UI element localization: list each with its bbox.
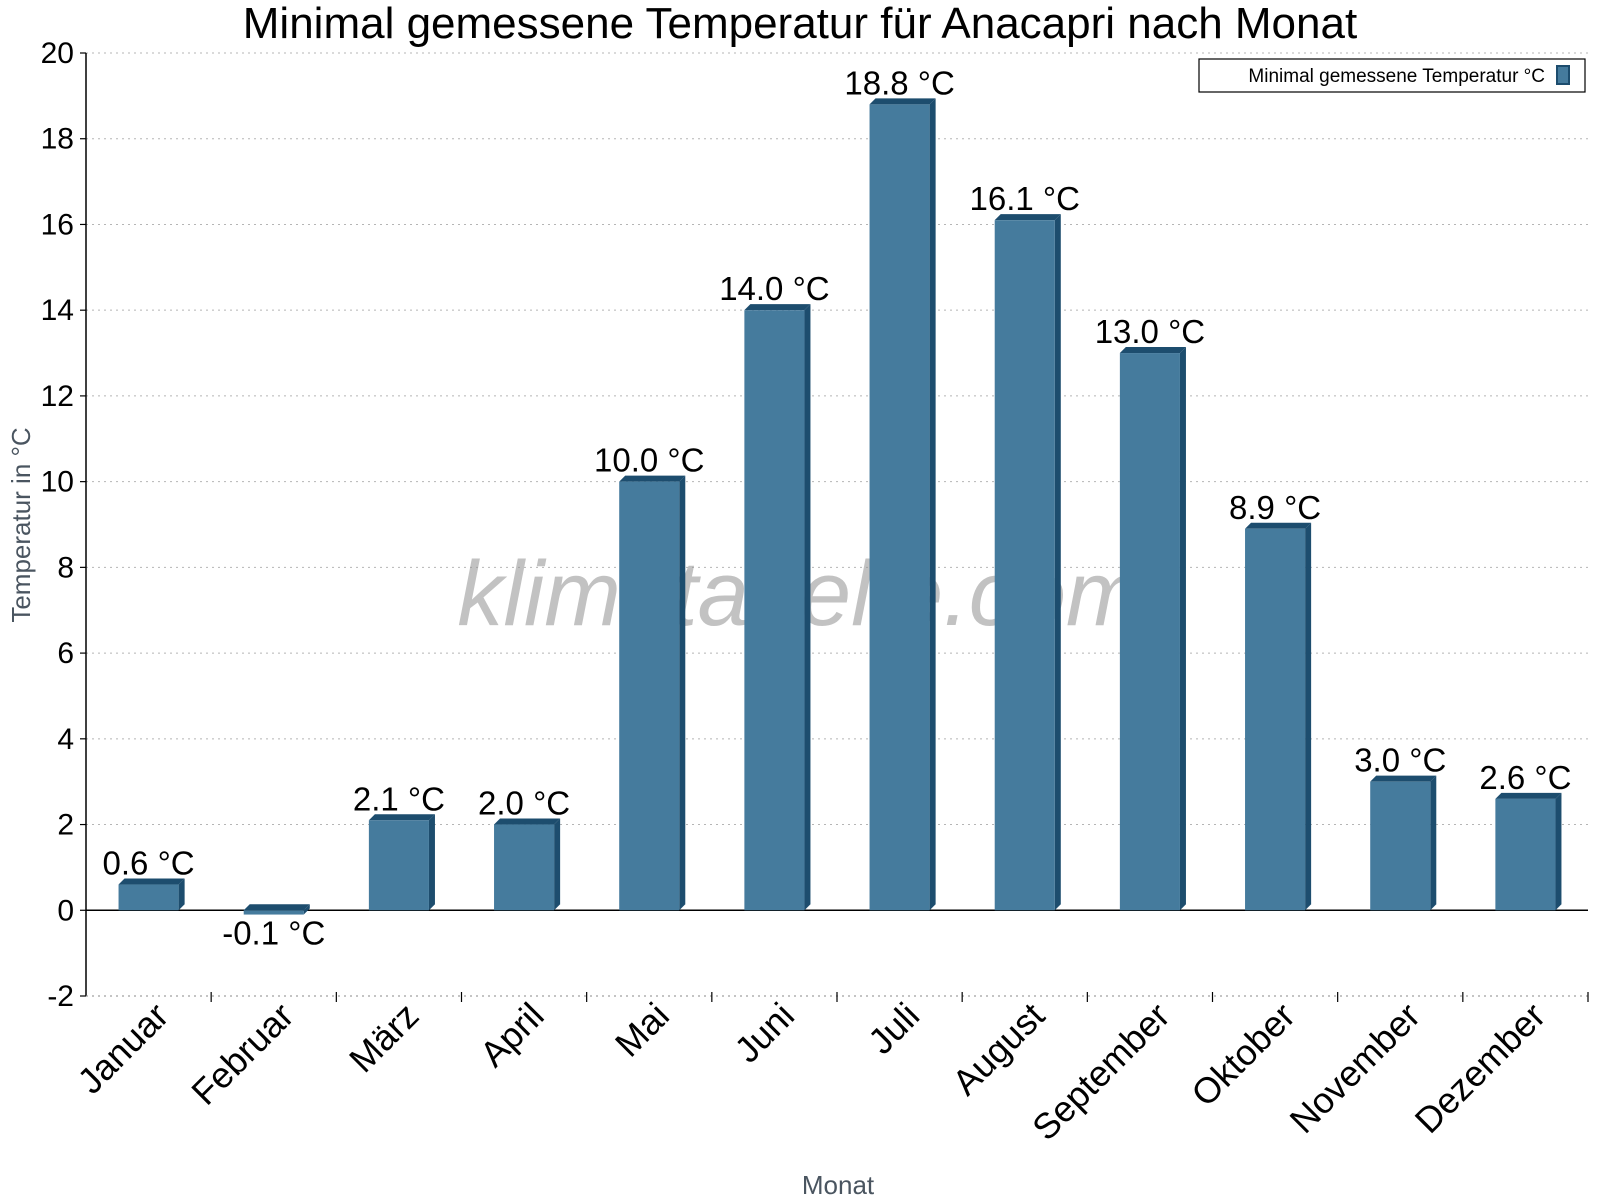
- bar-front: [368, 820, 429, 911]
- bar-februar: [243, 904, 310, 915]
- x-tick-label-november: November: [1281, 995, 1427, 1141]
- bar-side: [804, 304, 811, 911]
- bar-side: [929, 98, 936, 911]
- chart-title: Minimal gemessene Temperatur für Anacapr…: [243, 0, 1357, 48]
- bar-april: [494, 818, 561, 911]
- x-axis-label: Monat: [802, 1170, 875, 1200]
- bar-top: [368, 814, 435, 821]
- data-label-januar: 0.6 °C: [103, 845, 195, 882]
- x-tick-label-juli: Juli: [860, 995, 927, 1062]
- bar-top: [118, 878, 185, 885]
- bar-front: [118, 884, 179, 911]
- y-tick-label: 18: [41, 123, 74, 156]
- bar-side: [679, 475, 686, 911]
- bar-top: [619, 475, 686, 482]
- bar-side: [428, 814, 435, 911]
- bar-top: [494, 818, 561, 825]
- bar-top: [1245, 522, 1312, 529]
- bar-side: [178, 878, 185, 911]
- legend-entry-label: Minimal gemessene Temperatur °C: [1248, 66, 1545, 87]
- bar-top: [744, 304, 811, 311]
- bar-top: [1495, 792, 1562, 799]
- bar-top: [1119, 347, 1186, 354]
- bar-front: [619, 481, 680, 911]
- y-tick-label: 10: [41, 466, 74, 499]
- bar-front: [243, 910, 304, 915]
- x-tick-label-april: April: [472, 995, 552, 1075]
- bar-top: [1370, 775, 1437, 782]
- y-tick-label: 12: [41, 380, 74, 413]
- legend-box: [1198, 58, 1586, 93]
- data-label-dezember: 2.6 °C: [1479, 759, 1571, 796]
- bar-front: [744, 310, 805, 911]
- bar-side: [554, 818, 561, 911]
- y-tick-label: 2: [57, 809, 74, 842]
- legend-swatch: [1556, 65, 1570, 85]
- bar-mai: [619, 475, 686, 911]
- x-tick-label-januar: Januar: [69, 995, 176, 1102]
- bar-juni: [744, 304, 811, 911]
- bar-side: [1054, 214, 1061, 911]
- bar-side: [1430, 775, 1437, 911]
- y-tick-label: 4: [57, 723, 74, 756]
- bar-front: [994, 220, 1055, 911]
- data-label-mai: 10.0 °C: [594, 442, 704, 479]
- bar-märz: [368, 814, 435, 911]
- bar-top: [243, 904, 310, 911]
- bar-top: [869, 98, 936, 105]
- bar-september: [1119, 347, 1186, 911]
- bars: [118, 98, 1562, 915]
- y-tick-label: -2: [47, 980, 74, 1013]
- bar-side: [1305, 522, 1312, 911]
- x-tick-label-september: September: [1024, 995, 1178, 1149]
- bar-front: [1370, 781, 1431, 911]
- y-tick-label: 16: [41, 208, 74, 241]
- bar-front: [494, 824, 555, 911]
- data-label-juli: 18.8 °C: [844, 64, 954, 101]
- data-label-november: 3.0 °C: [1354, 742, 1446, 779]
- data-label-juni: 14.0 °C: [719, 270, 829, 307]
- bar-januar: [118, 878, 185, 911]
- data-label-februar: -0.1 °C: [222, 915, 325, 952]
- data-label-april: 2.0 °C: [478, 785, 570, 822]
- bar-side: [1555, 792, 1562, 911]
- data-label-märz: 2.1 °C: [353, 780, 445, 817]
- y-tick-label: 0: [57, 894, 74, 927]
- x-tick-label-juni: Juni: [726, 995, 802, 1071]
- bar-side: [303, 904, 310, 915]
- bar-top: [994, 214, 1061, 221]
- x-tick-label-august: August: [944, 995, 1052, 1103]
- bar-oktober: [1245, 522, 1312, 911]
- bar-front: [869, 104, 930, 911]
- bar-side: [1179, 347, 1186, 911]
- bar-august: [994, 214, 1061, 911]
- y-axis-label: Temperatur in °C: [6, 427, 36, 622]
- bar-dezember: [1495, 792, 1562, 911]
- data-label-september: 13.0 °C: [1095, 313, 1205, 350]
- y-tick-label: 20: [41, 37, 74, 70]
- y-tick-label: 14: [41, 294, 74, 327]
- bar-front: [1495, 798, 1556, 911]
- y-tick-label: 8: [57, 551, 74, 584]
- x-tick-label-mai: Mai: [607, 995, 677, 1065]
- x-tick-label-februar: Februar: [183, 995, 301, 1113]
- data-labels: 0.6 °C -0.1 °C 2.1 °C 2.0 °C 10.0 °C 14.0 °C 1…: [103, 64, 1572, 951]
- grid-lines: [86, 52, 1588, 997]
- x-tick-label-oktober: Oktober: [1183, 995, 1303, 1115]
- bar-front: [1245, 528, 1306, 911]
- legend: Minimal gemessene Temperatur °C: [1198, 58, 1586, 93]
- bar-front: [1119, 353, 1180, 911]
- bar-november: [1370, 775, 1437, 911]
- data-label-august: 16.1 °C: [970, 180, 1080, 217]
- x-tick-label-dezember: Dezember: [1407, 995, 1553, 1141]
- y-tick-label: 6: [57, 637, 74, 670]
- bar-juli: [869, 98, 936, 911]
- data-label-oktober: 8.9 °C: [1229, 489, 1321, 526]
- x-tick-label-märz: März: [341, 995, 427, 1081]
